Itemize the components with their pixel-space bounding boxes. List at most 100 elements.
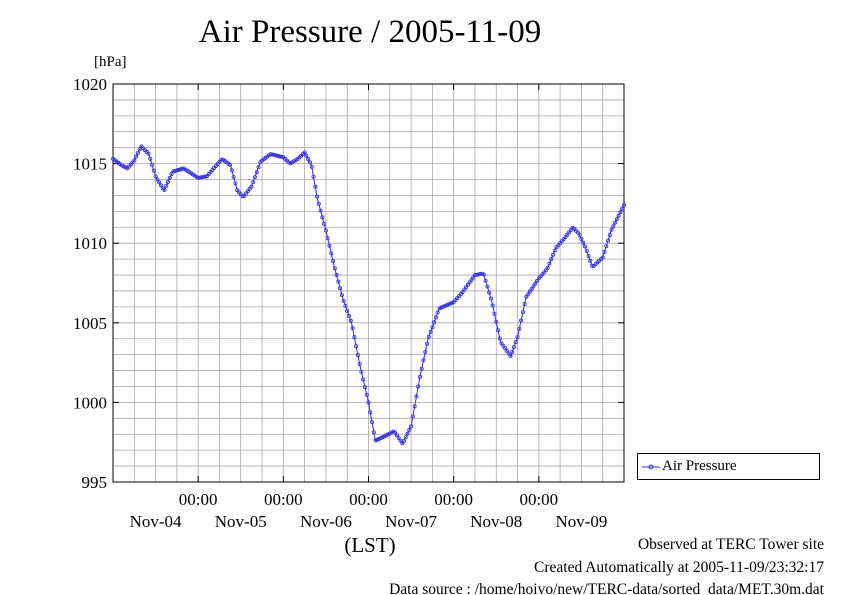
data-point [579,237,584,242]
data-point [485,284,490,289]
data-point [584,248,589,253]
data-point [318,208,323,213]
data-point [616,213,621,218]
data-point [157,180,162,185]
data-point [233,181,238,186]
data-point [132,158,137,163]
data-point [606,238,611,243]
data-point [575,230,580,235]
data-point [522,301,527,306]
data-point [313,184,318,189]
data-point [513,340,518,345]
data-point [531,284,536,289]
data-point [393,430,398,435]
data-point [274,153,279,158]
data-point [309,164,314,169]
data-point [520,310,525,315]
data-point [341,298,346,303]
data-point [588,258,593,263]
data-point [432,320,437,325]
data-point [549,257,554,262]
data-point [251,180,256,185]
data-point [535,278,540,283]
data-point [490,303,495,308]
data-point [327,243,332,248]
x-tick-time-label: 00:00 [349,490,388,509]
data-point [435,310,440,315]
x-tick-time-label: 00:00 [179,490,218,509]
data-point [494,320,499,325]
chart-title: Air Pressure / 2005-11-09 [198,14,542,50]
data-point [173,168,178,173]
x-tick-time-label: 00:00 [519,490,558,509]
data-point [403,435,408,440]
data-point [604,244,609,249]
data-point [361,377,366,382]
data-point [614,217,619,222]
data-point [148,156,153,161]
data-point [533,281,538,286]
data-point [364,392,369,397]
data-point [366,400,371,405]
data-point [162,187,167,192]
data-point [322,221,327,226]
data-point [146,151,151,156]
data-point [339,292,344,297]
data-point [483,278,488,283]
legend-label: Air Pressure [662,458,737,474]
data-point [394,433,399,438]
data-point [150,162,155,167]
y-tick-label: 1005 [73,314,107,333]
data-point [609,227,614,232]
data-point [517,326,522,331]
data-point [511,345,516,350]
data-point [524,294,529,299]
data-point [197,175,202,180]
data-point [409,424,414,429]
data-point [545,265,550,270]
data-point [426,334,431,339]
data-point [329,251,334,256]
data-point [254,170,259,175]
data-point [348,318,353,323]
data-point [582,244,587,249]
data-point [401,438,406,443]
x-tick-date-label: Nov-08 [470,512,522,531]
data-point [228,162,233,167]
data-point [620,206,625,211]
data-point [613,220,618,225]
data-point [492,311,497,316]
data-point [368,410,373,415]
data-point [180,166,185,171]
data-point [167,175,172,180]
data-point [252,175,257,180]
data-point [240,194,245,199]
data-point [396,435,401,440]
data-point [276,153,281,158]
data-point [352,335,357,340]
data-point [343,303,348,308]
x-tick-date-label: Nov-09 [555,512,607,531]
data-point [176,167,181,172]
created-note: Created Automatically at 2005-11-09/23:3… [534,559,824,576]
data-point [488,296,493,301]
data-point [519,318,524,323]
data-point [316,201,321,206]
data-point [169,171,174,176]
data-point [345,308,350,313]
data-point [178,167,183,172]
data-point [478,272,483,277]
y-tick-label: 1000 [73,393,107,412]
data-point [151,168,156,173]
data-point [171,169,176,174]
data-point [430,325,435,330]
legend: Air Pressure [637,453,820,480]
data-point [336,279,341,284]
data-point [551,252,556,257]
x-tick-date-label: Nov-05 [215,512,267,531]
data-point [529,286,534,291]
data-point [196,175,201,180]
data-point [134,154,139,159]
